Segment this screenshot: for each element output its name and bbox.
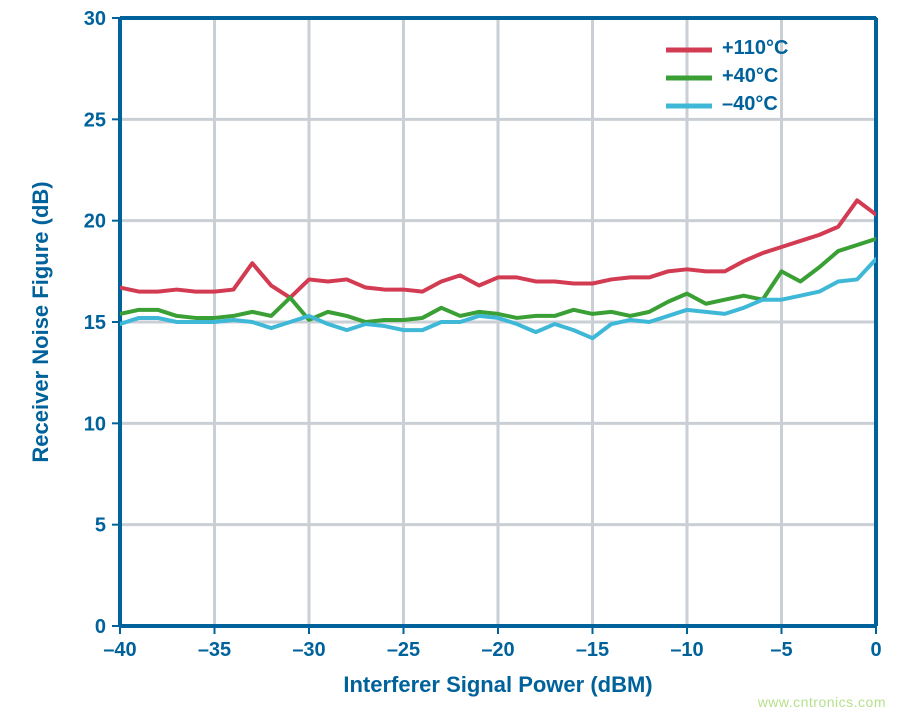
legend-swatch — [666, 76, 712, 81]
line-chart: –40 –35 –30 –25 –20 –15 –10 –5 0 0 5 10 15 20 25 30 Inte… — [0, 0, 906, 718]
x-axis-label: Interferer Signal Power (dBM) — [343, 672, 652, 697]
legend-swatch — [666, 48, 712, 53]
legend-label: +110°C — [722, 37, 788, 59]
y-tick-label: 10 — [84, 413, 106, 435]
x-tick-label: –20 — [481, 639, 514, 661]
x-tick-label: –35 — [198, 639, 231, 661]
y-tick-label: 5 — [95, 515, 106, 537]
y-tick-label: 20 — [84, 211, 106, 233]
y-tick-label: 30 — [84, 8, 106, 30]
legend-label: –40°C — [722, 93, 778, 115]
watermark-text: www.cntronics.com — [758, 694, 886, 710]
legend-swatch — [666, 104, 712, 109]
x-tick-label: –10 — [670, 639, 703, 661]
x-tick-label: –15 — [576, 639, 609, 661]
x-tick-label: –30 — [292, 639, 325, 661]
y-tick-label: 0 — [95, 616, 106, 638]
chart-container: –40 –35 –30 –25 –20 –15 –10 –5 0 0 5 10 15 20 25 30 Inte… — [0, 0, 906, 718]
x-tick-label: –25 — [387, 639, 420, 661]
y-tick-label: 15 — [84, 312, 106, 334]
x-tick-label: 0 — [870, 639, 881, 661]
y-tick-label: 25 — [84, 109, 106, 131]
legend-label: +40°C — [722, 65, 778, 87]
y-axis-label: Receiver Noise Figure (dB) — [28, 181, 53, 462]
x-tick-label: –40 — [103, 639, 136, 661]
x-tick-label: –5 — [770, 639, 792, 661]
